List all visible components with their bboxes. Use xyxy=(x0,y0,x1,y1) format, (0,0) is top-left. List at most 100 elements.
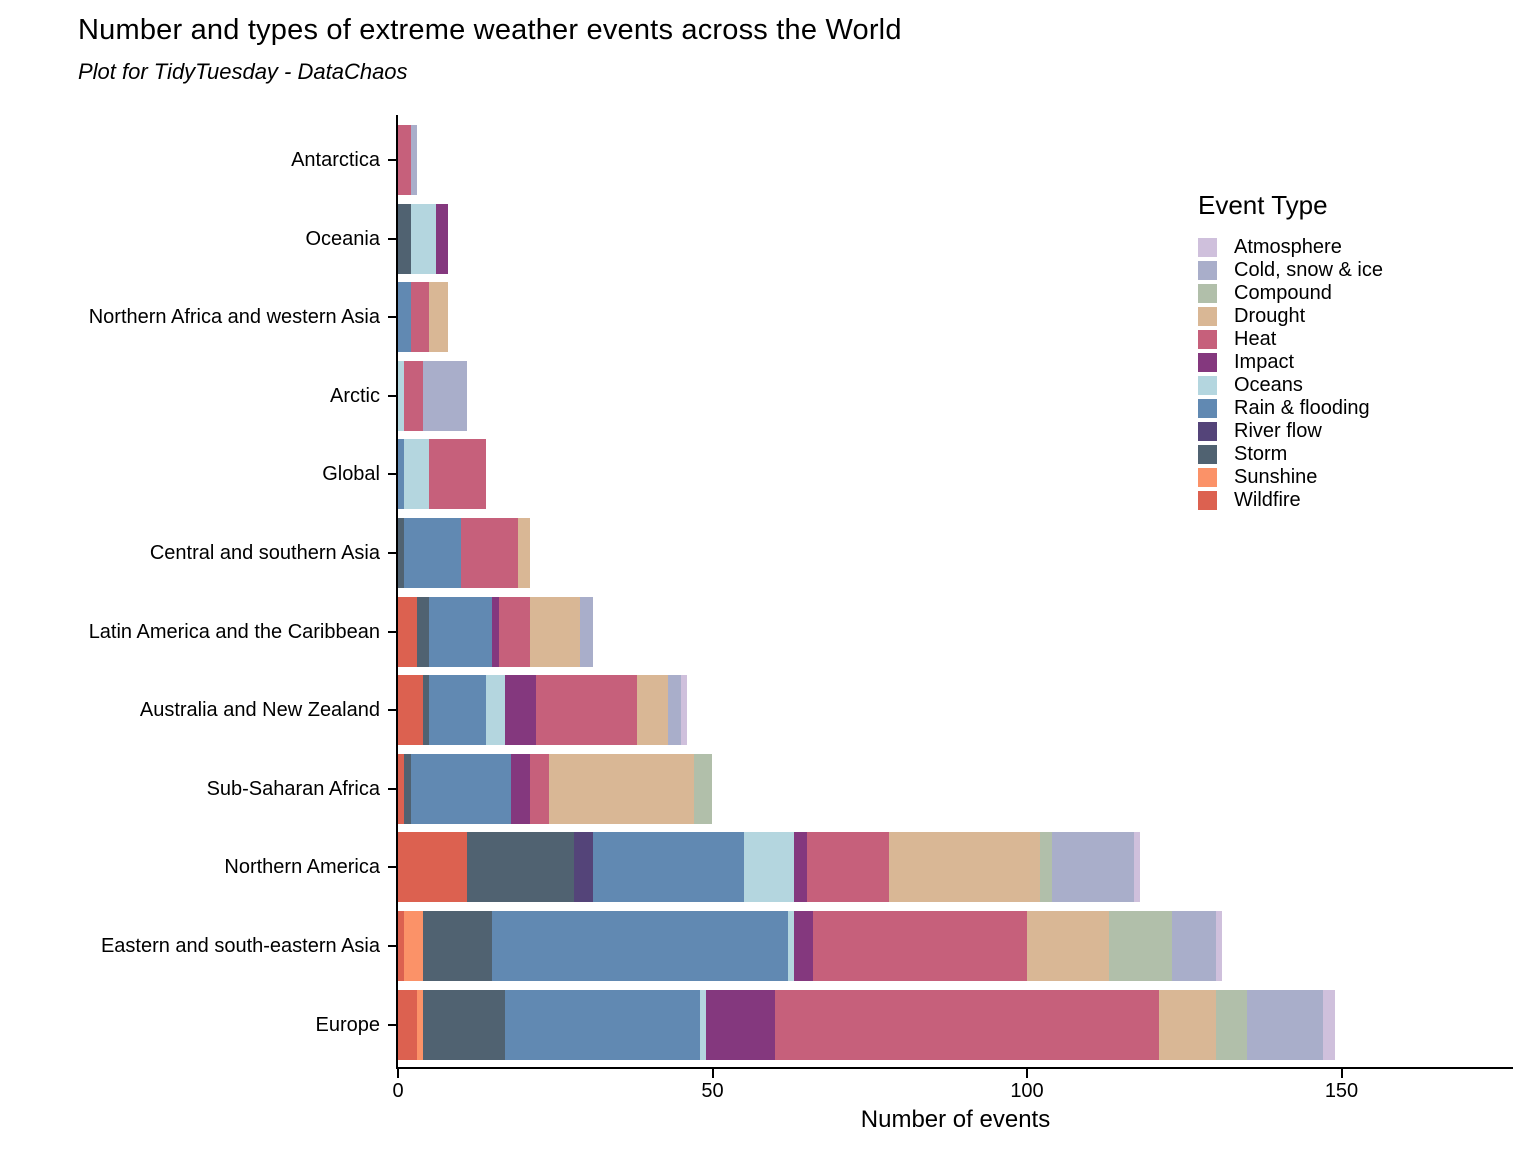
legend-swatch-drought xyxy=(1198,307,1217,326)
bar-segment-australia-and-new-zealand-drought xyxy=(637,675,669,746)
legend-swatch-atmosphere xyxy=(1198,238,1217,257)
bar-segment-eastern-and-south-eastern-asia-sunshine xyxy=(404,911,424,981)
bar-segment-latin-america-and-the-caribbean-wildfire xyxy=(398,596,417,667)
bar-segment-northern-america-cold-snow-ice xyxy=(1052,832,1134,903)
bar-segment-northern-america-drought xyxy=(888,832,1040,903)
x-tick-100 xyxy=(1026,1069,1028,1078)
x-tick-label-150: 150 xyxy=(1324,1080,1359,1102)
bar-segment-europe-compound xyxy=(1215,989,1248,1060)
bar-segment-eastern-and-south-eastern-asia-rain-flooding xyxy=(492,911,788,981)
bar-segment-central-and-southern-asia-drought xyxy=(517,518,531,588)
bar-segment-northern-africa-and-western-asia-rain-flooding xyxy=(398,282,411,353)
bar-segment-northern-africa-and-western-asia-drought xyxy=(429,282,449,353)
legend-swatch-cold-snow-ice xyxy=(1198,261,1217,280)
legend-swatch-oceans xyxy=(1198,376,1217,395)
y-tick xyxy=(388,630,397,633)
bar-segment-northern-america-compound xyxy=(1039,832,1053,903)
legend-swatch-impact xyxy=(1198,353,1217,372)
bar-segment-latin-america-and-the-caribbean-impact xyxy=(492,596,499,667)
legend-label-sunshine: Sunshine xyxy=(1234,466,1318,488)
bar-segment-australia-and-new-zealand-rain-flooding xyxy=(429,675,487,746)
bar-segment-australia-and-new-zealand-oceans xyxy=(486,675,505,746)
legend-swatch-storm xyxy=(1198,445,1217,464)
legend-item-wildfire: Wildfire xyxy=(1198,489,1383,512)
legend: Event Type Atmosphere Cold, snow & ice Com… xyxy=(1198,190,1383,512)
legend-item-river-flow: River flow xyxy=(1198,420,1383,443)
bar-segment-latin-america-and-the-caribbean-drought xyxy=(530,596,581,667)
bar-segment-latin-america-and-the-caribbean-heat xyxy=(498,596,531,667)
y-axis-label-europe: Europe xyxy=(315,1013,381,1036)
y-tick xyxy=(388,316,397,319)
bar-segment-sub-saharan-africa-compound xyxy=(693,753,713,824)
y-axis-line xyxy=(396,115,398,1069)
bar-segment-arctic-cold-snow-ice xyxy=(423,360,468,431)
bar-row-northern-africa-and-western-asia xyxy=(398,282,449,353)
y-tick xyxy=(388,1023,397,1026)
y-tick xyxy=(388,866,397,869)
y-axis-label-global: Global xyxy=(322,463,380,486)
bar-segment-sub-saharan-africa-storm xyxy=(404,753,411,824)
bar-segment-eastern-and-south-eastern-asia-wildfire xyxy=(398,911,405,981)
x-tick-label-0: 0 xyxy=(392,1080,404,1102)
legend-label-drought: Drought xyxy=(1234,305,1306,327)
legend-item-impact: Impact xyxy=(1198,351,1383,374)
y-axis-label-oceania: Oceania xyxy=(305,227,381,250)
y-axis-label-antarctica: Antarctica xyxy=(291,149,380,171)
y-tick xyxy=(388,473,397,476)
bar-segment-oceania-impact xyxy=(435,203,449,274)
legend-label-oceans: Oceans xyxy=(1234,374,1303,396)
bar-segment-australia-and-new-zealand-cold-snow-ice xyxy=(668,675,682,746)
legend-item-rain-flooding: Rain & flooding xyxy=(1198,397,1383,420)
legend-label-impact: Impact xyxy=(1234,351,1295,373)
x-tick-150 xyxy=(1340,1069,1343,1078)
y-tick xyxy=(388,394,397,397)
bar-row-australia-and-new-zealand xyxy=(398,675,688,746)
bar-segment-eastern-and-south-eastern-asia-impact xyxy=(794,911,814,981)
bar-segment-australia-and-new-zealand-atmosphere xyxy=(681,675,688,746)
legend-label-compound: Compound xyxy=(1234,282,1332,304)
bar-segment-central-and-southern-asia-heat xyxy=(460,518,518,588)
bar-segment-antarctica-heat xyxy=(398,125,411,195)
bar-segment-latin-america-and-the-caribbean-cold-snow-ice xyxy=(580,596,593,667)
bar-row-oceania xyxy=(398,203,449,274)
y-axis-label-eastern-and-south-eastern-asia: Eastern and south-eastern Asia xyxy=(100,935,380,957)
bar-segment-europe-heat xyxy=(775,989,1160,1060)
bar-segment-europe-atmosphere xyxy=(1322,989,1336,1060)
legend-label-river-flow: River flow xyxy=(1234,420,1322,442)
bar-segment-global-heat xyxy=(429,439,487,510)
bar-segment-sub-saharan-africa-drought xyxy=(548,753,694,824)
bar-segment-eastern-and-south-eastern-asia-drought xyxy=(1027,911,1109,981)
bar-segment-oceania-oceans xyxy=(410,203,436,274)
bar-segment-northern-america-storm xyxy=(467,832,575,903)
legend-item-cold-snow-ice: Cold, snow & ice xyxy=(1198,259,1383,282)
legend-item-oceans: Oceans xyxy=(1198,374,1383,397)
legend-label-rain-flooding: Rain & flooding xyxy=(1234,397,1370,419)
legend-swatch-compound xyxy=(1198,284,1217,303)
bar-segment-northern-america-atmosphere xyxy=(1133,832,1141,903)
legend-swatch-river-flow xyxy=(1198,422,1217,441)
y-axis-label-sub-saharan-africa: Sub-Saharan Africa xyxy=(206,777,380,800)
bar-segment-europe-drought xyxy=(1159,989,1216,1060)
x-axis-title: Number of events xyxy=(860,1106,1051,1133)
bar-segment-central-and-southern-asia-rain-flooding xyxy=(404,518,461,588)
bar-row-europe xyxy=(398,989,1336,1060)
bar-segment-latin-america-and-the-caribbean-storm xyxy=(416,596,430,667)
legend-swatch-rain-flooding xyxy=(1198,399,1217,418)
bar-segment-northern-africa-and-western-asia-heat xyxy=(410,282,430,353)
y-tick xyxy=(388,552,397,554)
bar-segment-eastern-and-south-eastern-asia-cold-snow-ice xyxy=(1171,911,1216,981)
bar-segment-northern-america-impact xyxy=(794,832,807,903)
bar-segment-europe-oceans xyxy=(699,989,707,1060)
bar-segment-eastern-and-south-eastern-asia-compound xyxy=(1108,911,1172,981)
bar-segment-eastern-and-south-eastern-asia-heat xyxy=(813,911,1027,981)
bar-segment-australia-and-new-zealand-impact xyxy=(504,675,537,746)
bar-segment-sub-saharan-africa-wildfire xyxy=(398,753,405,824)
legend-item-heat: Heat xyxy=(1198,328,1383,351)
bar-segment-eastern-and-south-eastern-asia-atmosphere xyxy=(1215,911,1222,981)
y-tick xyxy=(388,159,397,161)
bar-segment-europe-storm xyxy=(423,989,505,1060)
chart-subtitle: Plot for TidyTuesday - DataChaos xyxy=(78,59,408,84)
y-axis-label-arctic: Arctic xyxy=(330,384,380,407)
bar-row-northern-america xyxy=(398,832,1141,903)
